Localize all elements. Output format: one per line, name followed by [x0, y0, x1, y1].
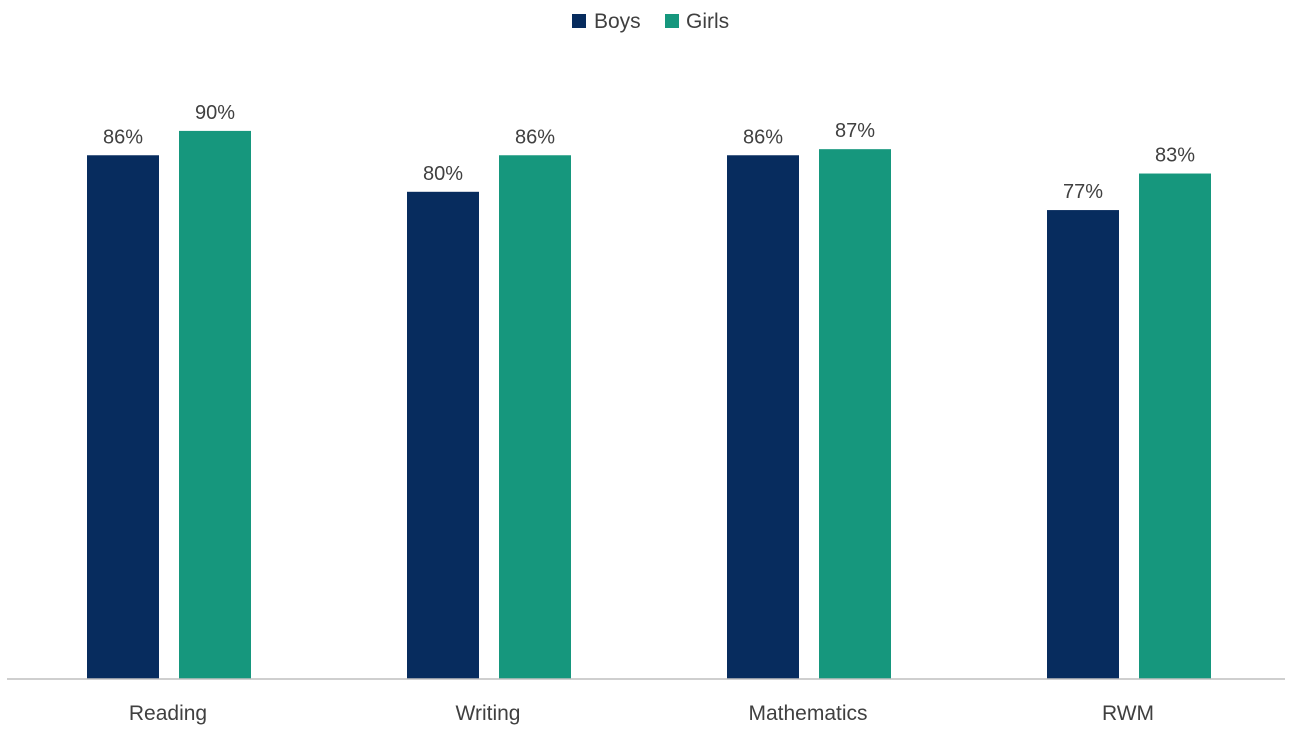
x-tick-label-reading: Reading — [129, 702, 207, 725]
legend-label-girls: Girls — [686, 10, 729, 33]
legend-label-boys: Boys — [594, 10, 641, 33]
data-labels: 86% 90% 80% 86% 86% 87% 77% 83% — [103, 102, 1195, 203]
bar-mathematics-boys — [727, 155, 799, 679]
x-tick-label-writing: Writing — [456, 702, 521, 725]
x-tick-label-rwm: RWM — [1102, 702, 1154, 725]
legend: Boys Girls — [572, 10, 729, 33]
data-label-writing-girls: 86% — [515, 126, 555, 148]
bar-reading-girls — [179, 130, 251, 679]
bar-rwm-girls — [1139, 173, 1211, 679]
data-label-mathematics-girls: 87% — [835, 120, 875, 142]
bar-reading-boys — [87, 155, 159, 679]
data-label-mathematics-boys: 86% — [743, 126, 783, 148]
x-axis-tick-labels: Reading Writing Mathematics RWM — [129, 702, 1154, 725]
bar-group — [87, 130, 1211, 680]
bar-writing-girls — [499, 155, 571, 679]
bar-writing-boys — [407, 191, 479, 680]
data-label-reading-boys: 86% — [103, 126, 143, 148]
legend-swatch-girls — [665, 14, 679, 28]
data-label-rwm-girls: 83% — [1155, 145, 1195, 167]
x-tick-label-mathematics: Mathematics — [748, 702, 867, 725]
data-label-rwm-boys: 77% — [1063, 181, 1103, 203]
legend-swatch-boys — [572, 14, 586, 28]
bar-mathematics-girls — [819, 149, 891, 680]
data-label-writing-boys: 80% — [423, 163, 463, 185]
data-label-reading-girls: 90% — [195, 102, 235, 124]
bar-rwm-boys — [1047, 210, 1119, 679]
